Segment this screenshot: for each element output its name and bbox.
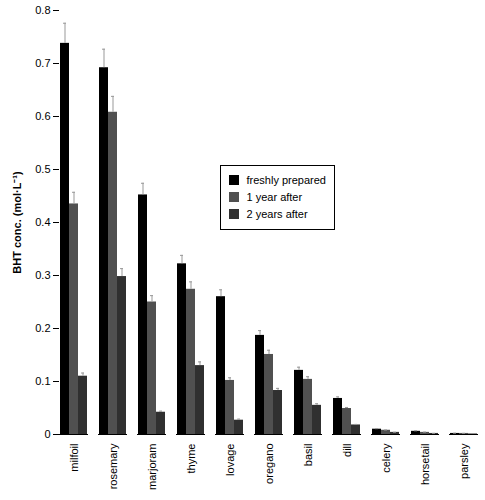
svg-text:0.8: 0.8 <box>35 4 50 16</box>
svg-text:thyme: thyme <box>185 444 197 474</box>
svg-text:celery: celery <box>380 443 392 473</box>
svg-text:0.7: 0.7 <box>35 57 50 69</box>
svg-text:parsley: parsley <box>458 443 470 479</box>
svg-text:basil: basil <box>302 444 314 467</box>
svg-text:lovage: lovage <box>224 444 236 476</box>
svg-text:BHT conc. (mol·L⁻¹): BHT conc. (mol·L⁻¹) <box>11 171 23 274</box>
svg-text:0.3: 0.3 <box>35 269 50 281</box>
svg-text:marjoram: marjoram <box>146 444 158 490</box>
svg-text:horsetail: horsetail <box>419 444 431 486</box>
svg-text:dill: dill <box>341 444 353 457</box>
svg-text:0.4: 0.4 <box>35 216 50 228</box>
svg-text:oregano: oregano <box>263 444 275 484</box>
svg-text:0.6: 0.6 <box>35 110 50 122</box>
svg-text:milfoil: milfoil <box>68 444 80 472</box>
svg-text:0.2: 0.2 <box>35 322 50 334</box>
html-text:2 years after: 2 years after <box>246 208 308 220</box>
html-text:1 year after: 1 year after <box>246 191 303 203</box>
svg-text:rosemary: rosemary <box>107 443 119 489</box>
svg-text:0: 0 <box>44 428 50 440</box>
html-text:freshly prepared: freshly prepared <box>246 174 326 186</box>
svg-text:0.1: 0.1 <box>35 375 50 387</box>
svg-text:0.5: 0.5 <box>35 163 50 175</box>
